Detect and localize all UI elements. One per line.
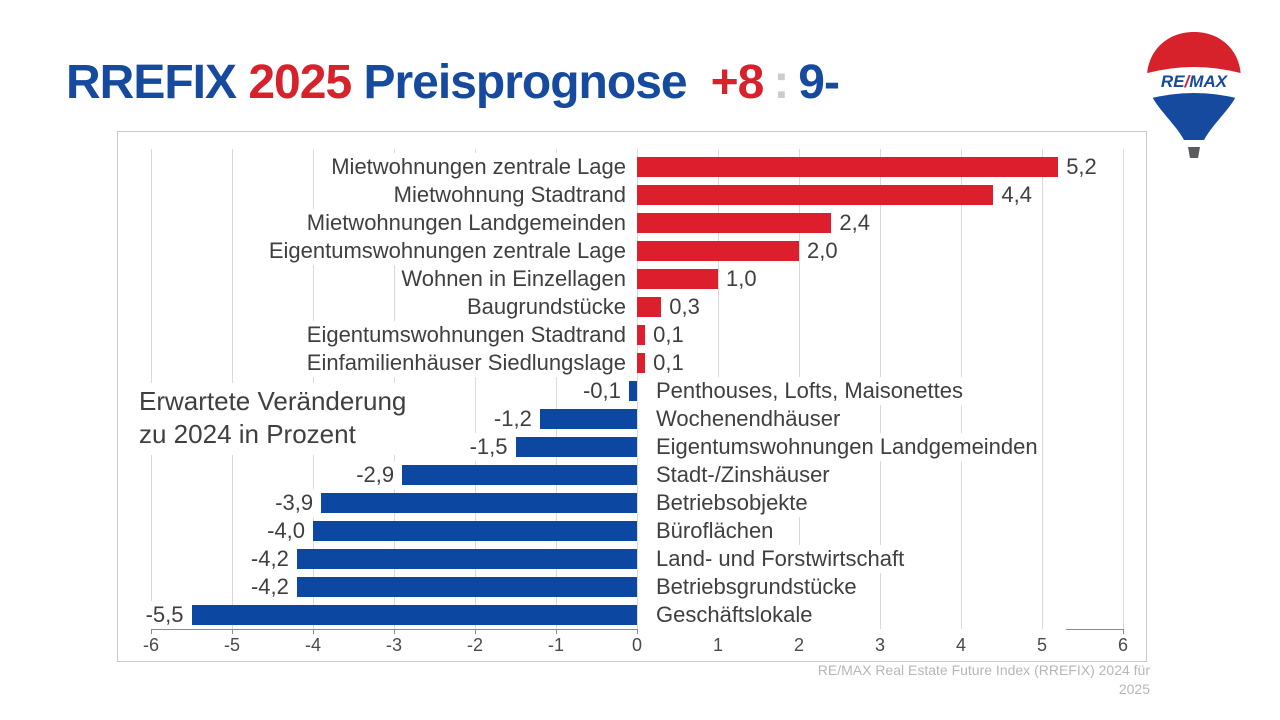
bar-value-label: -0,1: [578, 377, 625, 405]
bar-category-label: Land- und Forstwirtschaft: [652, 545, 909, 573]
annotation-line1: Erwartete Veränderung: [139, 386, 407, 416]
x-axis-tick: [232, 629, 233, 634]
bar-category-label: Stadt-/Zinshäuser: [652, 461, 834, 489]
bar-category-label: Mietwohnungen Landgemeinden: [302, 209, 630, 237]
gridline: [1042, 149, 1043, 629]
bar-category-label: Eigentumswohnungen Landgemeinden: [652, 433, 1042, 461]
bar-category-label: Geschäftslokale: [652, 601, 817, 629]
balloon-icon: RE/MAX: [1147, 32, 1241, 158]
bar-category-label: Penthouses, Lofts, Maisonettes: [652, 377, 967, 405]
x-axis-tick-label: 0: [631, 635, 642, 655]
x-axis-tick-label: 6: [1117, 635, 1128, 655]
source-caption: RE/MAX Real Estate Future Index (RREFIX)…: [818, 661, 1150, 699]
bar: [313, 521, 637, 541]
score-positive-count: +8: [710, 56, 765, 109]
bar-value-label: 0,3: [665, 293, 704, 321]
bar: [628, 381, 637, 401]
chart-annotation: Erwartete Veränderung zu 2024 in Prozent: [139, 383, 413, 455]
title-year: 2025: [248, 56, 352, 109]
bar: [539, 409, 637, 429]
bar: [637, 185, 994, 205]
bar-category-label: Eigentumswohnungen zentrale Lage: [264, 237, 630, 265]
x-axis-tick: [151, 629, 152, 634]
x-axis-tick-label: 3: [874, 635, 885, 655]
title-score: +8:9-: [710, 56, 840, 109]
bar-value-label: -4,2: [246, 573, 293, 601]
x-axis-tick-label: -3: [385, 635, 402, 655]
bar-value-label: -4,2: [246, 545, 293, 573]
bar: [296, 577, 637, 597]
bar-value-label: 0,1: [649, 321, 688, 349]
bar: [637, 297, 662, 317]
source-caption-line2: 2025: [1118, 681, 1150, 697]
bar-value-label: -4,0: [263, 517, 309, 545]
bar-category-label: Wochenendhäuser: [652, 405, 845, 433]
bar: [637, 241, 799, 261]
bar: [402, 465, 637, 485]
bar: [637, 157, 1059, 177]
bar-value-label: 1,0: [722, 265, 761, 293]
bar: [296, 549, 637, 569]
bar: [321, 493, 637, 513]
bar-value-label: 0,1: [649, 349, 688, 377]
bar-value-label: -2,9: [352, 461, 399, 489]
x-axis-tick-label: -2: [466, 635, 483, 655]
x-axis-tick-label: 1: [712, 635, 723, 655]
x-axis-line: [1066, 629, 1124, 630]
bar-value-label: 2,4: [835, 209, 874, 237]
x-axis-tick: [394, 629, 395, 634]
gridline: [556, 149, 557, 629]
x-axis-tick: [475, 629, 476, 634]
score-negative-count: 9-: [798, 56, 840, 109]
x-axis-tick: [313, 629, 314, 634]
bar-category-label: Wohnen in Einzellagen: [397, 265, 630, 293]
title-label: Preisprognose: [363, 56, 687, 109]
bar-category-label: Baugrundstücke: [463, 293, 630, 321]
bar-category-label: Mietwohnung Stadtrand: [389, 181, 630, 209]
x-axis-tick-label: 4: [955, 635, 966, 655]
remax-logo-text: RE/MAX: [1161, 72, 1229, 91]
bar: [637, 213, 832, 233]
x-axis-tick-label: 2: [793, 635, 804, 655]
score-separator: :: [773, 56, 789, 109]
balloon-basket: [1188, 147, 1200, 158]
title-brand: RREFIX: [66, 56, 237, 109]
source-caption-line1: RE/MAX Real Estate Future Index (RREFIX)…: [817, 662, 1150, 678]
bar: [637, 269, 718, 289]
x-axis-tick-label: 5: [1036, 635, 1047, 655]
x-axis-tick-label: -4: [304, 635, 321, 655]
gridline: [475, 149, 476, 629]
bar-value-label: 5,2: [1062, 153, 1101, 181]
bar-category-label: Mietwohnungen zentrale Lage: [327, 153, 630, 181]
remax-balloon-logo: RE/MAX: [1144, 30, 1244, 162]
x-axis-tick: [1123, 629, 1124, 634]
bar: [515, 437, 637, 457]
bar-category-label: Betriebsobjekte: [652, 489, 812, 517]
bar: [637, 325, 646, 345]
bar-category-label: Betriebsgrundstücke: [652, 573, 861, 601]
x-axis-tick-label: -1: [547, 635, 564, 655]
bar-category-label: Eigentumswohnungen Stadtrand: [302, 321, 630, 349]
gridline: [637, 149, 638, 629]
gridline: [1123, 149, 1124, 629]
bar-value-label: 2,0: [803, 237, 842, 265]
bar-value-label: 4,4: [997, 181, 1036, 209]
bar-category-label: Büroflächen: [652, 517, 778, 545]
bar: [637, 353, 646, 373]
bar-value-label: -3,9: [271, 489, 318, 517]
annotation-line2: zu 2024 in Prozent: [139, 419, 356, 449]
x-axis-tick: [556, 629, 557, 634]
x-axis-tick-label: -6: [142, 635, 159, 655]
bar-value-label: -1,5: [465, 433, 512, 461]
bar-value-label: -5,5: [141, 601, 188, 629]
bar-value-label: -1,2: [489, 405, 536, 433]
bar-category-label: Einfamilienhäuser Siedlungslage: [302, 349, 630, 377]
x-axis-tick: [637, 629, 638, 634]
bar: [191, 605, 637, 625]
x-axis-tick-label: -5: [223, 635, 240, 655]
bar-chart: Erwartete Veränderung zu 2024 in Prozent…: [117, 131, 1147, 662]
page-title: RREFIX 2025 Preisprognose +8:9-: [66, 56, 840, 110]
